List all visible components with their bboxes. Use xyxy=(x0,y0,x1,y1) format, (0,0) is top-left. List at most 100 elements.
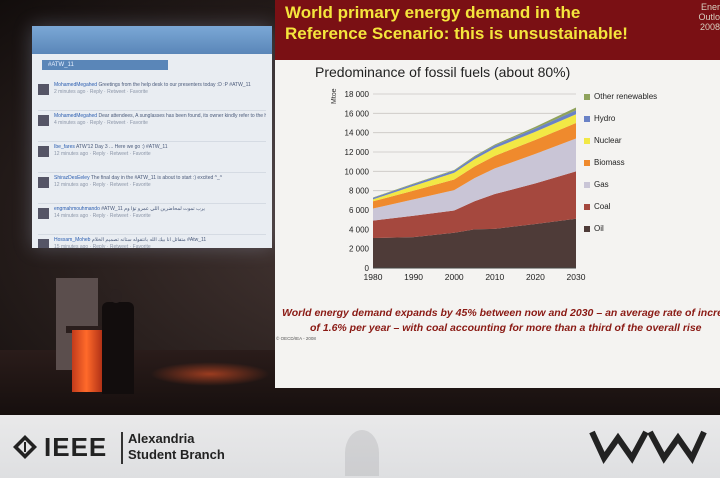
y-tick-label: 8 000 xyxy=(349,187,370,196)
legend-swatch xyxy=(584,93,590,100)
legend-swatch xyxy=(584,181,590,188)
corner-line2: Outlo xyxy=(698,12,720,22)
tweet-body: MohamedMegahed Greetings from the help d… xyxy=(54,82,251,88)
banner-divider xyxy=(121,432,123,464)
branch-line1: Alexandria xyxy=(128,431,195,446)
tweet-text: Hossam_Moheb متفائل انا بيك الله بانتفول… xyxy=(54,237,206,248)
area-coal xyxy=(373,171,576,239)
ieee-logo-text: IEEE xyxy=(44,432,108,462)
legend-swatch xyxy=(584,137,590,144)
area-oil xyxy=(373,218,576,268)
tweet-item: ShirazDesEeley The final day in the #ATW… xyxy=(38,173,266,204)
avatar xyxy=(38,177,49,188)
legend-label: Gas xyxy=(594,180,609,189)
audience-silhouette xyxy=(345,430,379,476)
ieee-diamond-icon xyxy=(13,435,37,459)
legend-swatch xyxy=(584,115,590,122)
tweet-text: MohamedMegahed Greetings from the help d… xyxy=(54,82,251,96)
y-tick-label: 2 000 xyxy=(349,245,370,254)
legend-swatch xyxy=(584,159,590,166)
tweet-body: engmahmouhmando #ATW_11 يرب تموت لمحاضري… xyxy=(54,206,205,212)
corner-line3: 2008 xyxy=(699,22,720,32)
area-biomass xyxy=(373,123,576,209)
tweet-text: Ibe_fares ATW'12 Day 3 ... Here we go :)… xyxy=(54,144,168,158)
tweet-body: ShirazDesEeley The final day in the #ATW… xyxy=(54,175,223,181)
y-tick-label: 18 000 xyxy=(345,90,370,99)
tweet-meta: 2 minutes ago · Reply · Retweet · Favori… xyxy=(54,89,148,95)
legend-item: Hydro xyxy=(584,114,615,126)
legend-swatch xyxy=(584,203,590,210)
legend-label: Nuclear xyxy=(594,136,622,145)
legend-label: Coal xyxy=(594,202,611,211)
legend-swatch xyxy=(584,225,590,232)
tweet-body: Hossam_Moheb متفائل انا بيك الله بانتفول… xyxy=(54,237,207,243)
legend-item: Other renewables xyxy=(584,92,657,104)
atw-logo-icon xyxy=(589,430,707,464)
tweet-meta: 12 minutes ago · Reply · Retweet · Favor… xyxy=(54,151,151,157)
tweet-item: Hossam_Moheb متفائل انا بيك الله بانتفول… xyxy=(38,235,266,248)
x-tick-label: 1990 xyxy=(404,272,423,282)
legend-label: Biomass xyxy=(594,158,625,167)
legend-label: Hydro xyxy=(594,114,616,123)
hashtag-label: #ATW_11 xyxy=(42,60,168,70)
chart-title: Predominance of fossil fuels (about 80%) xyxy=(315,64,571,80)
avatar xyxy=(38,84,49,95)
tweet-meta: 15 minutes ago · Reply · Retweet · Favor… xyxy=(54,244,151,248)
twitter-header-bar xyxy=(32,26,272,54)
tweet-text: engmahmouhmando #ATW_11 يرب تموت لمحاضري… xyxy=(54,206,205,220)
legend-item: Nuclear xyxy=(584,136,622,148)
floor-light-glow xyxy=(150,362,270,386)
podium xyxy=(72,330,104,392)
avatar xyxy=(38,208,49,219)
x-tick-label: 2020 xyxy=(526,272,545,282)
tweet-meta: 14 minutes ago · Reply · Retweet · Favor… xyxy=(54,213,151,219)
tweet-body: MohamedMegahed Dear attendees, A sunglas… xyxy=(54,113,266,119)
area-gas xyxy=(373,138,576,221)
tweet-meta: 4 minutes ago · Reply · Retweet · Favori… xyxy=(54,120,148,126)
footnote-line1: World energy demand expands by 45% betwe… xyxy=(282,307,720,319)
speaker-head xyxy=(110,289,122,303)
speaker-body xyxy=(102,302,134,394)
tweet-text: ShirazDesEeley The final day in the #ATW… xyxy=(54,175,222,189)
legend-item: Oil xyxy=(584,224,604,236)
energy-area-chart: 0 2 000 4 000 6 000 8 000 10 000 12 000 14 000 1… xyxy=(345,90,586,282)
y-tick-label: 0 xyxy=(365,264,370,273)
podium-top xyxy=(66,326,108,333)
slide-footnote: World energy demand expands by 45% betwe… xyxy=(282,306,720,336)
branch-line2: Student Branch xyxy=(128,447,225,462)
slide-corner-logo-text: Ener Outlo 2008 xyxy=(685,2,720,32)
tweet-meta: 12 minutes ago · Reply · Retweet · Favor… xyxy=(54,182,151,188)
x-tick-label: 2010 xyxy=(485,272,504,282)
tweet-item: MohamedMegahed Dear attendees, A sunglas… xyxy=(38,111,266,142)
avatar xyxy=(38,239,49,248)
tweet-list: MohamedMegahed Greetings from the help d… xyxy=(38,80,266,248)
legend-item: Coal xyxy=(584,202,610,214)
y-tick-label: 6 000 xyxy=(349,206,370,215)
avatar xyxy=(38,115,49,126)
tweet-text: MohamedMegahed Dear attendees, A sunglas… xyxy=(54,113,266,127)
tweet-body: Ibe_fares ATW'12 Day 3 ... Here we go :)… xyxy=(54,144,168,150)
tweet-item: engmahmouhmando #ATW_11 يرب تموت لمحاضري… xyxy=(38,204,266,235)
slide-header: World primary energy demand in the Refer… xyxy=(275,0,720,60)
legend-label: Oil xyxy=(594,224,604,233)
presentation-slide: World primary energy demand in the Refer… xyxy=(275,0,720,388)
legend-item: Biomass xyxy=(584,158,625,170)
y-tick-label: 10 000 xyxy=(345,167,370,176)
slide-title-line1: World primary energy demand in the xyxy=(285,3,581,22)
tweet-item: Ibe_fares ATW'12 Day 3 ... Here we go :)… xyxy=(38,142,266,173)
twitter-feed-screen: #ATW_11 MohamedMegahed Greetings from th… xyxy=(32,26,272,248)
footnote-line2: of 1.6% per year – with coal accounting … xyxy=(310,322,702,334)
x-tick-label: 1980 xyxy=(364,272,383,282)
tweet-item: MohamedMegahed Greetings from the help d… xyxy=(38,80,266,111)
legend-item: Gas xyxy=(584,180,609,192)
y-tick-label: 12 000 xyxy=(345,148,370,157)
corner-line1: Ener xyxy=(700,2,720,12)
x-tick-label: 2000 xyxy=(445,272,464,282)
x-tick-label: 2030 xyxy=(567,272,586,282)
y-tick-label: 14 000 xyxy=(345,129,370,138)
slide-title-line2: Reference Scenario: this is unsustainabl… xyxy=(285,24,628,43)
avatar xyxy=(38,146,49,157)
y-tick-label: 4 000 xyxy=(349,225,370,234)
slide-title: World primary energy demand in the Refer… xyxy=(285,2,628,44)
y-tick-label: 16 000 xyxy=(345,109,370,118)
